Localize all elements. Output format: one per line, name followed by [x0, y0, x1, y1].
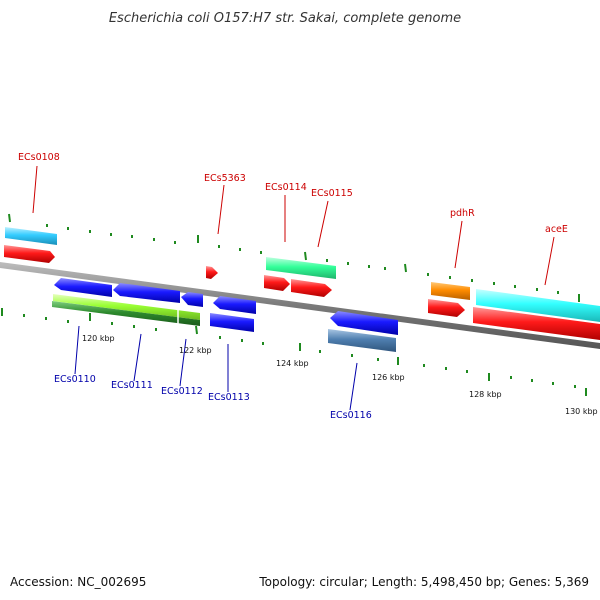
scale-label-130: 130 kbp [565, 407, 598, 416]
orange-feature-pdhr [431, 282, 470, 300]
scale-label-120: 120 kbp [82, 334, 115, 343]
scale-label-126: 126 kbp [372, 373, 405, 382]
cds-arrow-ecs0113-a [213, 296, 256, 314]
cyan-feature-ecs0108 [5, 227, 57, 245]
cds-arrow-ecs0114 [264, 275, 290, 291]
reverse-scale-ticks [1, 308, 587, 396]
gene-label-ecs0108: ECs0108 [18, 152, 60, 163]
gene-label-acee: aceE [545, 224, 568, 235]
reverse-strand-features [52, 278, 398, 352]
reverse-leader-lines [74, 325, 358, 411]
gene-label-ecs0114: ECs0114 [265, 182, 307, 193]
accession-text: Accession: NC_002695 [10, 575, 146, 589]
gene-label-ecs0110: ECs0110 [54, 374, 96, 385]
scale-label-128: 128 kbp [469, 390, 502, 399]
gene-label-ecs0111: ECs0111 [111, 380, 153, 391]
forward-leader-lines [32, 165, 555, 286]
spring-feature-ecs0114 [266, 257, 336, 279]
gene-label-ecs0113: ECs0113 [208, 392, 250, 403]
cds-arrow-ecs0116 [330, 311, 398, 335]
gene-label-ecs0115: ECs0115 [311, 188, 353, 199]
gene-label-ecs0112: ECs0112 [161, 386, 203, 397]
scale-label-122: 122 kbp [179, 346, 212, 355]
cds-arrow-ecs0111 [113, 283, 180, 303]
lime-feature-ecs0111 [53, 294, 200, 320]
genome-backbone [0, 262, 600, 349]
cds-arrow-ecs0112 [181, 292, 203, 307]
gene-label-pdhr: pdhR [450, 208, 475, 219]
scale-label-124: 124 kbp [276, 359, 309, 368]
feature-ecs0113-b [210, 313, 254, 332]
genome-summary-text: Topology: circular; Length: 5,498,450 bp… [258, 575, 589, 589]
cds-arrow-ecs0108 [4, 245, 55, 263]
gene-label-ecs0116: ECs0116 [330, 410, 372, 421]
cds-arrow-acee [473, 307, 600, 340]
darkgreen-feature-ecs0111 [52, 301, 200, 326]
cds-arrow-ecs0115 [291, 279, 332, 297]
aqua-feature-acee [476, 289, 600, 322]
map-title: Escherichia coli O157:H7 str. Sakai, com… [109, 11, 461, 26]
forward-scale-ticks [8, 213, 580, 302]
cds-arrow-ecs5363 [206, 266, 218, 279]
forward-strand-features [4, 227, 600, 340]
cds-arrow-pdhr [428, 299, 465, 317]
cds-arrow-ecs0110 [54, 278, 112, 297]
gene-label-ecs5363: ECs5363 [204, 173, 246, 184]
steel-feature-ecs0116 [328, 329, 396, 352]
